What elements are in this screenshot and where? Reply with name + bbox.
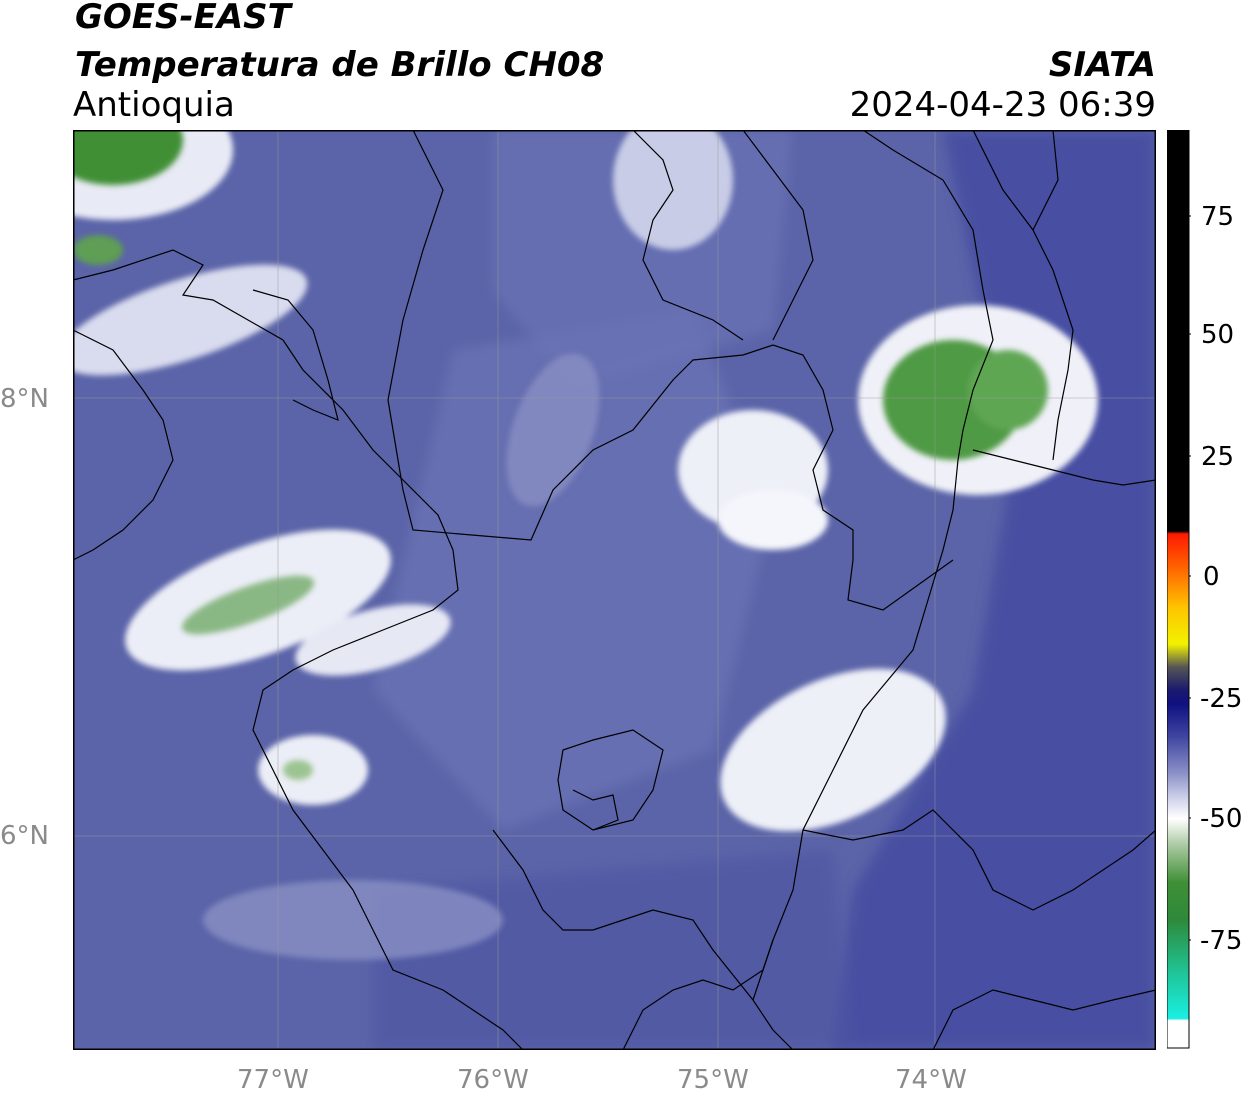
lon-tick-77w: 77°W xyxy=(237,1065,309,1095)
border-cordoba xyxy=(387,130,954,611)
cloud-mid-haze xyxy=(506,353,600,507)
cbar-tick-50: 50 xyxy=(1201,320,1235,350)
light-region-central xyxy=(373,310,773,830)
cloud-west-band-2 xyxy=(295,604,451,676)
lon-tick-74w: 74°W xyxy=(895,1065,967,1095)
border-far-east xyxy=(1032,130,1059,231)
border-santander xyxy=(752,130,994,1001)
boundaries xyxy=(73,130,1156,1050)
lat-tick-6n: 6°N xyxy=(0,821,49,851)
coastline-uraba xyxy=(73,249,459,891)
colorbar-fill xyxy=(1167,130,1190,1049)
cbar-tick-neg50: -50 xyxy=(1200,804,1243,834)
dark-region-south xyxy=(373,850,853,1050)
region-label: Antioquia xyxy=(73,85,235,125)
cloud-southeast xyxy=(720,668,946,832)
border-choco xyxy=(352,889,524,1050)
cloud-central-east-2 xyxy=(718,490,828,550)
lon-tick-76w: 76°W xyxy=(457,1065,529,1095)
border-south-east xyxy=(932,989,1156,1050)
green-nw-corner xyxy=(73,130,183,185)
green-sw-patch xyxy=(283,760,313,780)
cbar-tick-0: 0 xyxy=(1203,562,1220,592)
cbar-tick-75: 75 xyxy=(1201,202,1235,232)
lat-tick-8n: 8°N xyxy=(0,384,49,414)
border-panama xyxy=(73,329,174,561)
border-embalse-2 xyxy=(572,789,619,831)
border-caldas xyxy=(492,829,794,1050)
cbar-tick-neg25: -25 xyxy=(1200,684,1243,714)
border-boyaca xyxy=(802,809,1156,911)
border-risaralda xyxy=(622,939,774,1050)
timestamp-label: 2024-04-23 06:39 xyxy=(849,85,1156,125)
colorbar-tick-marks xyxy=(1189,215,1191,941)
cloud-nw-band xyxy=(73,264,308,376)
colorbar xyxy=(1167,130,1191,1049)
lon-tick-75w: 75°W xyxy=(677,1065,749,1095)
green-nw-patch xyxy=(73,235,123,265)
product-title: Temperatura de Brillo CH08 xyxy=(75,45,605,85)
green-west-patch xyxy=(181,575,315,635)
gridlines xyxy=(73,130,1156,1050)
border-north xyxy=(632,130,744,341)
border-bolivar xyxy=(742,130,814,341)
coastline-gulf xyxy=(252,289,339,421)
green-storm-core-2 xyxy=(968,350,1048,430)
cloud-south-haze xyxy=(203,880,503,960)
border-east-river xyxy=(972,449,1156,486)
satellite-map xyxy=(73,130,1156,1050)
satellite-title: GOES-EAST xyxy=(75,0,291,37)
border-embalse xyxy=(557,729,664,831)
cbar-tick-25: 25 xyxy=(1201,442,1235,472)
border-meta xyxy=(972,130,1074,461)
agency-label: SIATA xyxy=(1048,45,1156,85)
map-frame xyxy=(73,130,1156,1050)
cbar-tick-neg75: -75 xyxy=(1200,926,1243,956)
